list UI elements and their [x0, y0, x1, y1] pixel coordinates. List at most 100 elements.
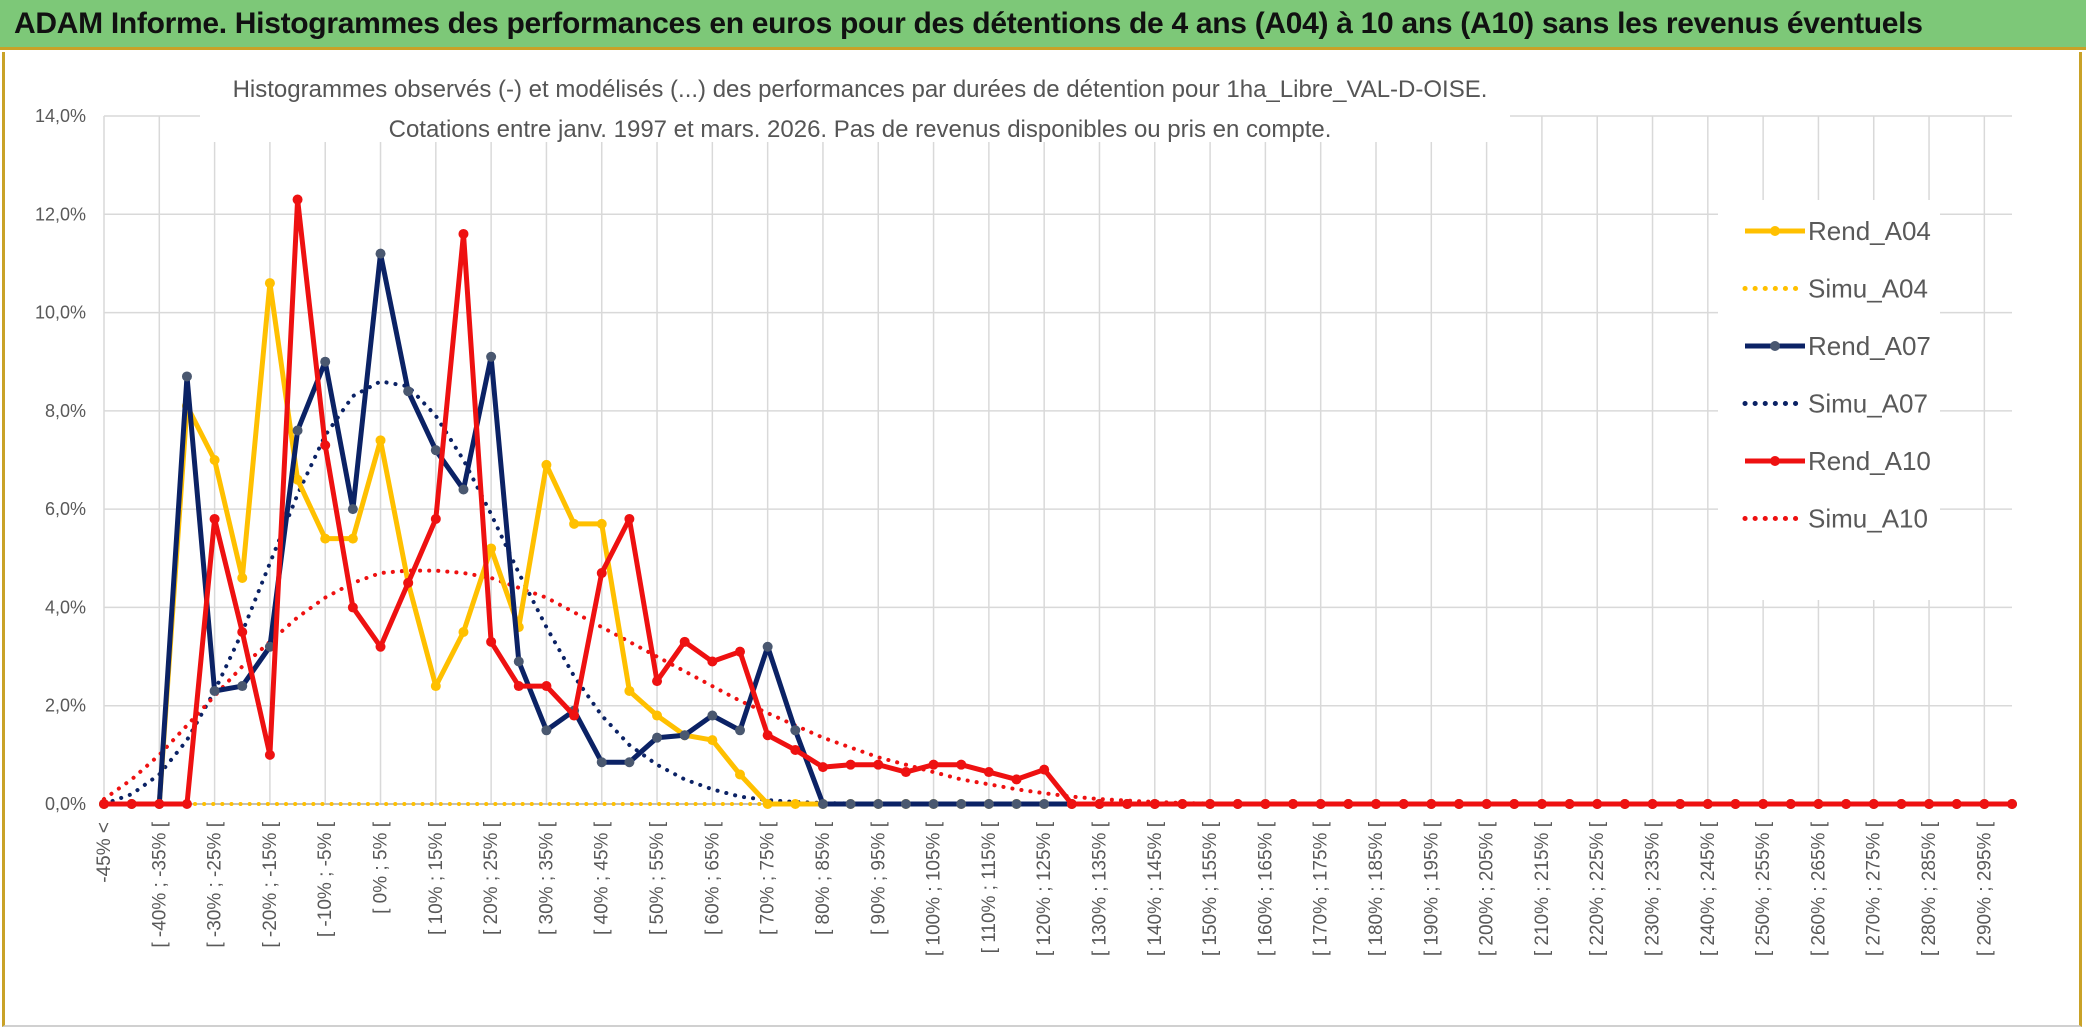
data-point	[873, 759, 884, 770]
data-point	[1039, 764, 1050, 775]
y-tick-label: 10,0%	[35, 303, 86, 323]
legend-label: Rend_A10	[1808, 446, 1931, 476]
data-point	[209, 455, 220, 465]
x-tick-label: [ 110% ; 115% [	[979, 821, 1000, 953]
data-point	[790, 725, 801, 736]
data-point	[1702, 799, 1713, 809]
legend: Rend_A04 Simu_A04 Rend_A07 Simu_A07 Rend_A10…	[1718, 200, 1940, 600]
data-point	[652, 732, 663, 743]
data-point	[1647, 799, 1658, 809]
x-tick-label: [ 30% ; 35% [	[536, 821, 557, 935]
data-point	[624, 757, 635, 768]
data-point	[1619, 799, 1630, 809]
x-tick-label: [ 10% ; 15% [	[426, 821, 447, 935]
data-point	[1343, 799, 1354, 809]
data-point	[292, 425, 303, 436]
data-point	[237, 572, 248, 583]
data-point	[2007, 799, 2017, 809]
data-point	[900, 767, 911, 778]
x-tick-label: [ 120% ; 125% [	[1034, 821, 1055, 956]
data-point	[1785, 799, 1796, 809]
y-tick-label: 4,0%	[45, 597, 86, 617]
data-point	[983, 799, 994, 809]
data-point	[596, 757, 607, 768]
line-chart: 0,0% 2,0% 4,0% 6,0% 8,0% 10,0% 12,0% 14,0% -45%…	[35, 76, 2017, 956]
data-point	[817, 762, 828, 773]
data-point	[928, 799, 939, 809]
data-point	[1536, 799, 1547, 809]
page-title: ADAM Informe. Histogrammes des performan…	[14, 7, 1923, 40]
chart-area: 0,0% 2,0% 4,0% 6,0% 8,0% 10,0% 12,0% 14,0% -45%…	[0, 50, 2086, 1031]
data-point	[1730, 799, 1741, 809]
legend-item: Rend_A10	[1745, 446, 1931, 476]
x-tick-label: [ 160% ; 165% [	[1255, 821, 1276, 956]
data-point	[845, 799, 856, 809]
data-point	[735, 769, 745, 780]
data-point	[983, 767, 994, 778]
x-tick-label: [ 170% ; 175% [	[1311, 821, 1332, 956]
chart-subtitle: Cotations entre janv. 1997 et mars. 2026…	[389, 116, 1332, 143]
data-point	[237, 627, 248, 637]
legend-label: Simu_A10	[1808, 504, 1928, 534]
x-axis: -45% < [ -40% ; -35% [[ -30% ; -25% [[ -2…	[94, 821, 1995, 956]
y-axis: 0,0% 2,0% 4,0% 6,0% 8,0% 10,0% 12,0% 14,0%	[35, 106, 86, 814]
data-point	[928, 759, 939, 770]
legend-marker	[1770, 341, 1780, 351]
legend-item: Simu_A04	[1742, 274, 1928, 304]
data-point	[900, 799, 911, 809]
y-tick-label: 6,0%	[45, 499, 86, 519]
data-point	[320, 356, 331, 367]
x-tick-label: [ 210% ; 215% [	[1532, 821, 1553, 956]
data-point	[347, 533, 358, 544]
legend-item: Simu_A07	[1742, 389, 1928, 419]
legend-label: Rend_A07	[1808, 331, 1931, 361]
data-point	[292, 194, 303, 205]
data-point	[956, 759, 967, 770]
legend-marker	[1770, 456, 1780, 466]
data-point	[1315, 799, 1326, 809]
data-point	[1868, 799, 1879, 809]
x-tick-label: [ 250% ; 255% [	[1753, 821, 1774, 956]
data-point	[1813, 799, 1824, 809]
data-point	[513, 656, 524, 667]
legend-label: Simu_A07	[1808, 389, 1928, 419]
data-point	[707, 710, 718, 721]
data-point	[486, 636, 497, 647]
data-point	[873, 799, 884, 809]
x-tick-label: [ -20% ; -15% [	[260, 821, 281, 947]
y-tick-label: 8,0%	[45, 401, 86, 421]
data-point	[1675, 799, 1686, 809]
data-point	[513, 681, 524, 692]
x-tick-label: [ 180% ; 185% [	[1366, 821, 1387, 956]
y-tick-label: 14,0%	[35, 106, 86, 126]
data-point	[1039, 799, 1050, 809]
data-point	[817, 799, 828, 809]
series-line	[104, 197, 2012, 807]
data-point	[1426, 799, 1437, 809]
data-point	[237, 681, 248, 692]
data-point	[375, 248, 386, 259]
data-point	[679, 636, 690, 647]
data-point	[209, 513, 220, 524]
x-tick-label: [ 190% ; 195% [	[1421, 821, 1442, 956]
data-point	[1758, 799, 1769, 809]
data-point	[762, 799, 773, 809]
data-point	[762, 641, 773, 652]
data-point	[1398, 799, 1409, 809]
legend-item: Rend_A07	[1745, 331, 1931, 361]
data-point	[403, 386, 414, 397]
data-point	[1232, 799, 1243, 809]
data-point	[1592, 799, 1603, 809]
data-point	[458, 627, 469, 637]
data-point	[375, 641, 386, 652]
data-point	[430, 513, 441, 524]
x-tick-label: [ -40% ; -35% [	[149, 821, 170, 947]
x-tick-label: [ 0% ; 5% [	[371, 821, 392, 914]
data-point	[790, 799, 801, 809]
data-point	[1177, 799, 1188, 809]
data-point	[1481, 799, 1492, 809]
data-point	[1951, 799, 1962, 809]
data-point	[1564, 799, 1575, 809]
data-point	[1011, 774, 1022, 785]
data-point	[652, 710, 663, 721]
